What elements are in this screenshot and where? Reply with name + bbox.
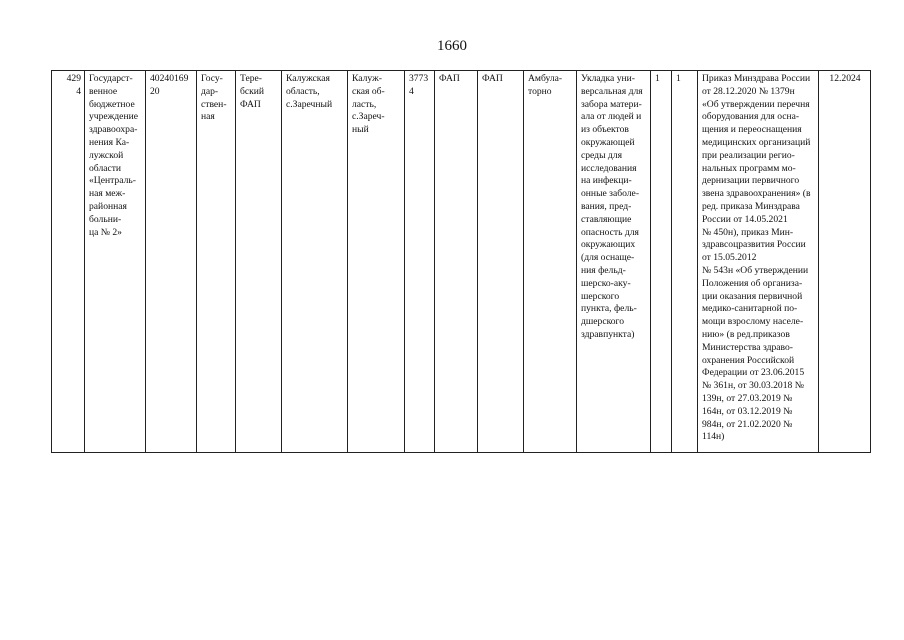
cell-quantity-planned: 1: [671, 70, 698, 453]
cell-quantity-required: 1: [650, 70, 672, 453]
cell-facility-type: ФАП: [434, 70, 478, 453]
cell-organization: Государст- венное бюджетное учреждение з…: [84, 70, 146, 453]
cell-facility-name: Тере- бский ФАП: [235, 70, 282, 453]
document-table: 429 4 Государст- венное бюджетное учрежд…: [51, 70, 871, 453]
cell-equipment: Укладка уни- версальная для забора матер…: [576, 70, 651, 453]
cell-code: 3773 4: [404, 70, 435, 453]
cell-row-number: 429 4: [51, 70, 85, 453]
cell-care-mode: Амбула- торно: [523, 70, 577, 453]
cell-ownership: Госу- дар- ствен- ная: [196, 70, 236, 453]
cell-location: Калуж- ская об- ласть, с.Зареч- ный: [347, 70, 405, 453]
page-number: 1660: [437, 38, 467, 54]
cell-inn: 40240169 20: [145, 70, 197, 453]
table-row: 429 4 Государст- венное бюджетное учрежд…: [51, 70, 871, 453]
cell-address: Калужская область, с.Заречный: [281, 70, 348, 453]
cell-date: 12.2024: [818, 70, 871, 453]
cell-legal-basis: Приказ Минздрава России от 28.12.2020 № …: [697, 70, 819, 453]
cell-unit-type: ФАП: [477, 70, 524, 453]
